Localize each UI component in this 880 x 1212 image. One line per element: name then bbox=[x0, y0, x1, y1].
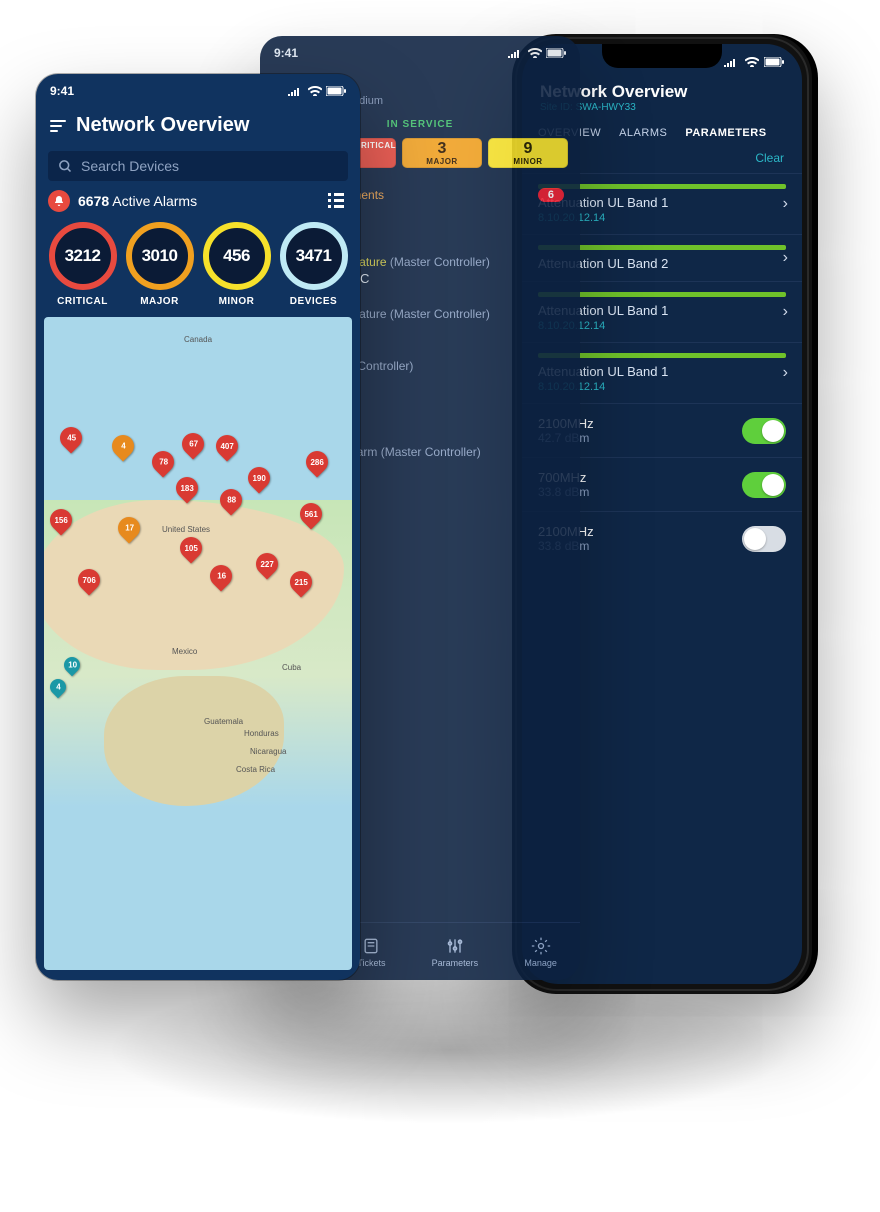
nav-parameters[interactable]: Parameters bbox=[432, 936, 479, 968]
nav-manage[interactable]: Manage bbox=[524, 936, 557, 968]
chevron-right-icon: › bbox=[783, 364, 788, 382]
severity-ring-major[interactable]: 3010MAJOR bbox=[126, 222, 194, 307]
chevron-right-icon: › bbox=[783, 195, 788, 213]
severity-chip-minor[interactable]: 9MINOR bbox=[488, 138, 568, 168]
toggle-switch[interactable] bbox=[742, 472, 786, 498]
toggle-switch[interactable] bbox=[742, 418, 786, 444]
map-pin[interactable]: 286 bbox=[301, 446, 332, 477]
severity-ring-minor[interactable]: 456MINOR bbox=[203, 222, 271, 307]
header: Network Overview bbox=[36, 108, 360, 147]
search-placeholder: Search Devices bbox=[81, 158, 179, 174]
tab-alarms[interactable]: ALARMS bbox=[619, 127, 667, 139]
severity-rings: 3212CRITICAL3010MAJOR456MINOR3471DEVICES bbox=[36, 222, 360, 313]
map-pin[interactable]: 67 bbox=[177, 428, 208, 459]
status-bar: 9:41 bbox=[36, 74, 360, 108]
status-time: 9:41 bbox=[50, 84, 74, 98]
bell-icon bbox=[48, 190, 70, 212]
map-label: Cuba bbox=[282, 663, 301, 672]
alarms-count: 6678 Active Alarms bbox=[78, 193, 197, 209]
map-pin[interactable]: 4 bbox=[107, 430, 138, 461]
map-pin[interactable]: 45 bbox=[55, 422, 86, 453]
status-bar: 9:41 bbox=[260, 36, 580, 70]
map-label: Canada bbox=[184, 335, 212, 344]
chevron-right-icon: › bbox=[783, 249, 788, 267]
search-input[interactable]: Search Devices bbox=[48, 151, 348, 181]
components-count-badge: 6 bbox=[538, 188, 564, 202]
map-pin[interactable]: 190 bbox=[243, 462, 274, 493]
severity-chip-critical[interactable]: CRITICAL bbox=[355, 138, 396, 168]
severity-chip-major[interactable]: 3MAJOR bbox=[402, 138, 482, 168]
nav-tickets[interactable]: Tickets bbox=[357, 936, 385, 968]
clear-button[interactable]: Clear bbox=[755, 151, 784, 165]
menu-icon[interactable] bbox=[50, 120, 66, 132]
map-pin[interactable]: 10 bbox=[61, 654, 84, 677]
map-pin[interactable]: 4 bbox=[47, 676, 70, 699]
map-pin[interactable]: 183 bbox=[171, 472, 202, 503]
search-icon bbox=[58, 159, 73, 174]
list-view-icon[interactable] bbox=[324, 189, 348, 212]
chevron-right-icon: › bbox=[783, 303, 788, 321]
severity-ring-critical[interactable]: 3212CRITICAL bbox=[49, 222, 117, 307]
map-pin[interactable]: 78 bbox=[147, 446, 178, 477]
severity-ring-devices[interactable]: 3471DEVICES bbox=[280, 222, 348, 307]
map-pin[interactable]: 407 bbox=[211, 430, 242, 461]
tab-parameters[interactable]: PARAMETERS bbox=[685, 127, 766, 139]
screen-network-overview: 9:41 Network Overview Search Devices 667… bbox=[36, 74, 360, 980]
status-time: 9:41 bbox=[274, 46, 298, 60]
page-title: Network Overview bbox=[76, 114, 249, 137]
device-map[interactable]: CanadaUnited StatesMexicoCubaGuatemalaHo… bbox=[44, 317, 352, 970]
toggle-switch[interactable] bbox=[742, 526, 786, 552]
